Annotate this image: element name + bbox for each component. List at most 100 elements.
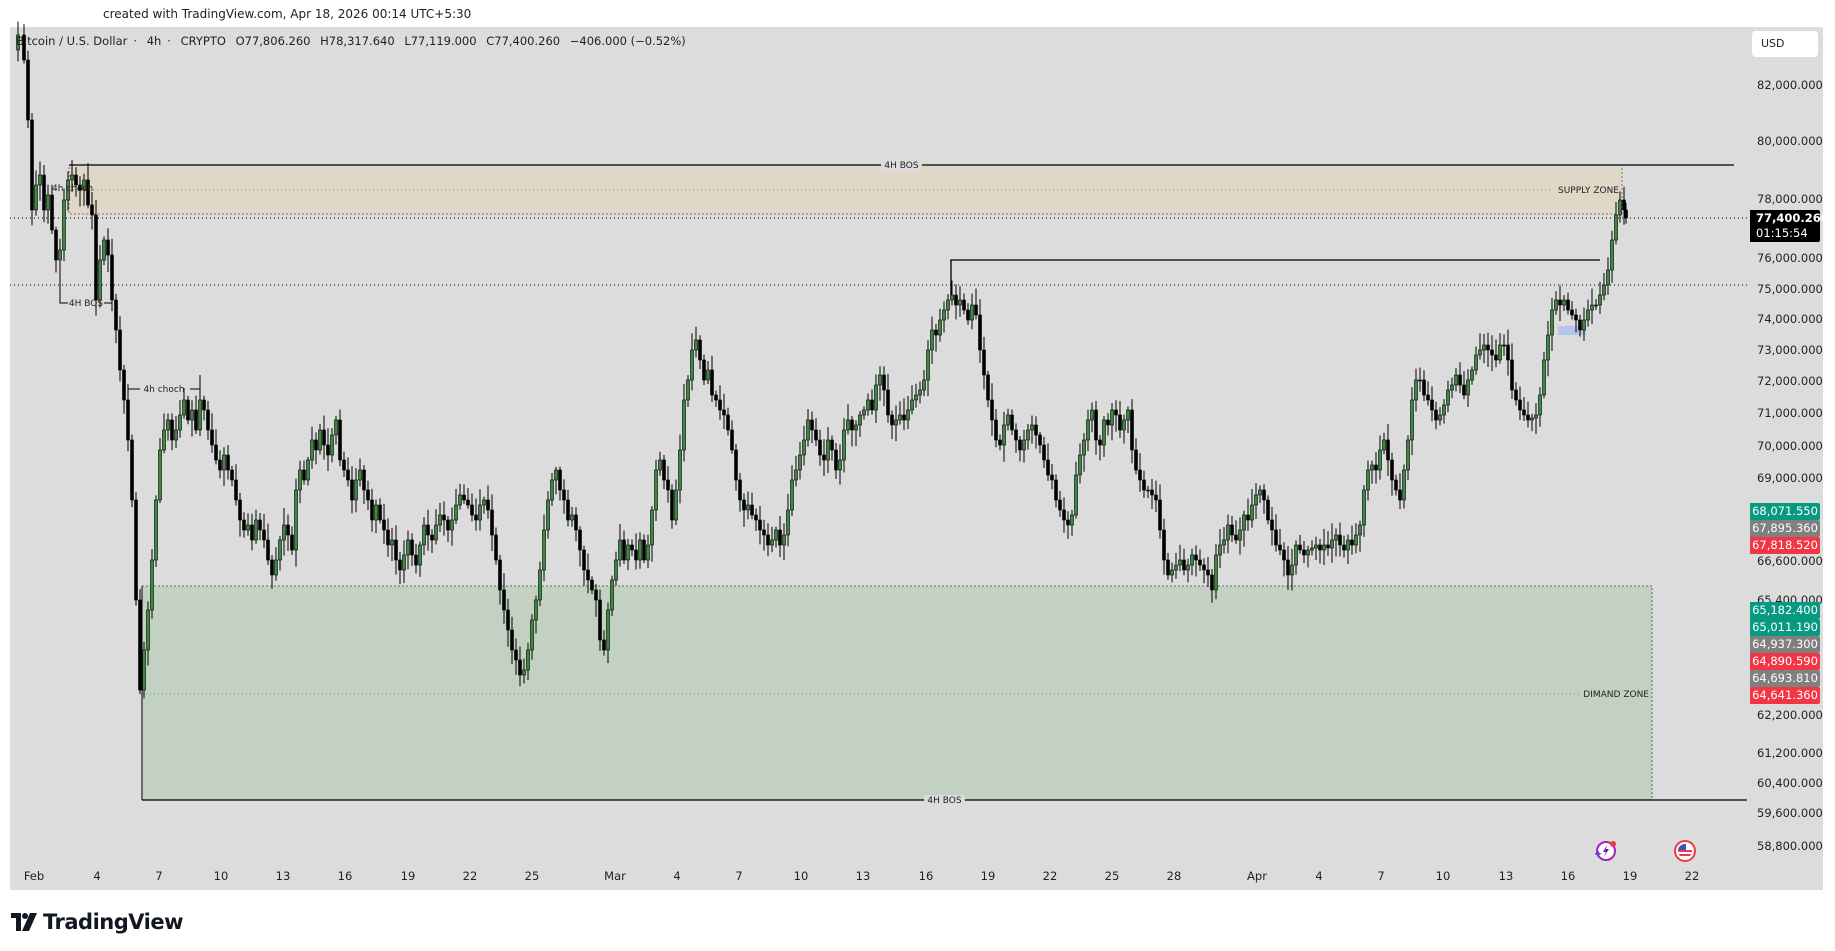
candle-down — [446, 519, 450, 531]
candle-up — [1122, 419, 1126, 431]
us-flag-economic-event-icon[interactable] — [1673, 839, 1696, 862]
candle-down — [986, 374, 990, 401]
candle-down — [266, 539, 270, 561]
candle-up — [1530, 417, 1534, 421]
candle-up — [82, 179, 86, 191]
candle-up — [678, 449, 682, 491]
candle-down — [1154, 494, 1158, 501]
candle-down — [474, 514, 478, 521]
resistance-level-line[interactable] — [950, 259, 1600, 295]
candle-down — [762, 529, 766, 536]
candle-down — [1094, 409, 1098, 441]
candle-down — [1506, 344, 1510, 361]
highlight-marker — [1558, 326, 1586, 335]
price-axis-label: 69,000.000 — [1757, 471, 1823, 485]
candle-up — [406, 539, 410, 556]
legend-symbol[interactable]: Bitcoin / U.S. Dollar — [16, 34, 128, 48]
candle-up — [970, 304, 974, 321]
candle-up — [1174, 564, 1178, 571]
candle-down — [1066, 519, 1070, 526]
candle-up — [782, 534, 786, 546]
candle-down — [54, 229, 58, 261]
candle-up — [1606, 269, 1610, 286]
candle-down — [754, 514, 758, 521]
candle-up — [1590, 304, 1594, 311]
price-axis-label: 59,600.000 — [1757, 806, 1823, 820]
time-axis-label: 16 — [337, 869, 353, 883]
candle-up — [330, 434, 334, 456]
candle-up — [570, 514, 574, 521]
candle-up — [34, 184, 38, 211]
demand-zone[interactable] — [141, 585, 1653, 801]
candle-up — [774, 529, 778, 541]
candle-down — [1418, 379, 1422, 382]
candle-down — [662, 459, 666, 481]
candle-down — [398, 559, 402, 571]
candle-up — [1454, 374, 1458, 386]
price-axis-label: 70,000.000 — [1757, 439, 1823, 453]
candle-down — [578, 529, 582, 551]
price-axis-label: 62,200.000 — [1757, 708, 1823, 722]
candle-up — [62, 199, 66, 251]
price-axis-label: 74,000.000 — [1757, 312, 1823, 326]
candle-down — [362, 469, 366, 491]
candle-up — [1498, 344, 1502, 361]
candle-down — [386, 529, 390, 546]
candle-down — [314, 439, 318, 451]
candle-up — [1586, 309, 1590, 321]
candle-up — [918, 389, 922, 396]
tradingview-logo[interactable]: TradingView — [11, 910, 183, 934]
candle-down — [1210, 574, 1214, 591]
candle-down — [1558, 299, 1562, 306]
candle-down — [622, 539, 626, 561]
candle-up — [1070, 514, 1074, 526]
supply-zone-label: SUPPLY ZONE — [1558, 186, 1619, 196]
candle-up — [158, 449, 162, 501]
candle-down — [582, 549, 586, 571]
candle-down — [26, 59, 30, 121]
candle-down — [290, 534, 294, 551]
time-axis-label: 13 — [855, 869, 871, 883]
candle-down — [226, 454, 230, 471]
candle-up — [1314, 544, 1318, 549]
candle-up — [1126, 409, 1130, 421]
candle-up — [1218, 544, 1222, 556]
time-axis-label: 4 — [93, 869, 101, 883]
candle-down — [1386, 439, 1390, 461]
candle-down — [1526, 414, 1530, 421]
candle-down — [822, 454, 826, 461]
price-axis-label: 58,800.000 — [1757, 839, 1823, 853]
candle-up — [1354, 534, 1358, 546]
candle-down — [710, 369, 714, 396]
bottom-bos-label: 4H BOS — [927, 796, 961, 806]
candle-up — [282, 524, 286, 541]
candle-up — [1002, 424, 1006, 446]
candle-up — [166, 419, 170, 431]
time-axis-label: 4 — [673, 869, 681, 883]
candle-up — [846, 419, 850, 431]
candle-up — [894, 419, 898, 426]
candle-down — [1624, 209, 1628, 219]
candle-up — [1334, 534, 1338, 541]
symbol-legend[interactable]: Bitcoin / U.S. Dollar · 4h · CRYPTO O77,80… — [16, 34, 692, 48]
candle-down — [490, 509, 494, 536]
candle-down — [818, 439, 822, 456]
candle-down — [1142, 479, 1146, 491]
chart-credit: created with TradingView.com, Apr 18, 20… — [103, 7, 472, 21]
candle-down — [494, 534, 498, 561]
currency-button[interactable]: USD — [1752, 31, 1818, 57]
candle-up — [650, 509, 654, 546]
candle-down — [1042, 444, 1046, 461]
earnings-spark-icon[interactable] — [1594, 839, 1616, 861]
candle-up — [454, 504, 458, 521]
candle-down — [702, 359, 706, 381]
candle-up — [1074, 474, 1078, 516]
candle-down — [1114, 409, 1118, 416]
legend-close: C77,400.260 — [486, 34, 561, 48]
candle-up — [690, 349, 694, 381]
time-axis-label: Mar — [604, 869, 626, 883]
time-axis-label: 22 — [1042, 869, 1058, 883]
candle-up — [618, 539, 622, 561]
candle-up — [674, 489, 678, 521]
